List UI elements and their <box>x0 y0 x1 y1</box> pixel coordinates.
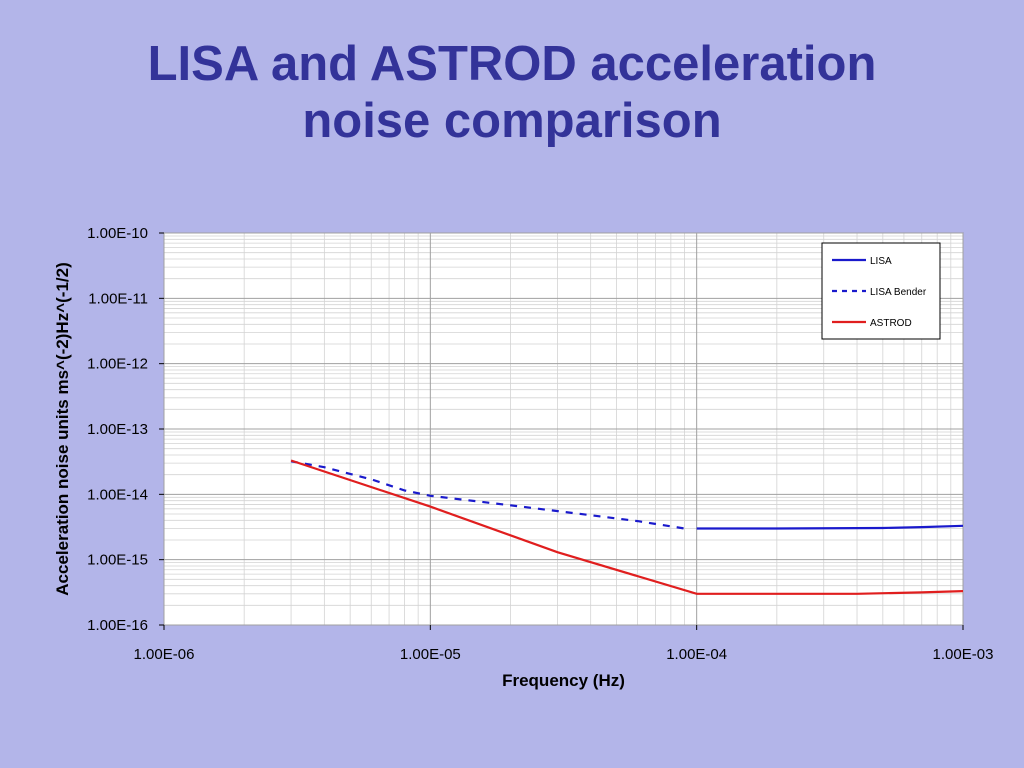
y-tick-label: 1.00E-15 <box>87 552 148 569</box>
slide-title: LISA and ASTROD acceleration noise compa… <box>0 36 1024 150</box>
series-lines <box>290 459 964 595</box>
legend-entry-label: LISA Bender <box>870 287 927 298</box>
y-tick-label: 1.00E-10 <box>87 225 148 242</box>
y-tick-label: 1.00E-14 <box>87 486 148 503</box>
legend-entry-label: ASTROD <box>870 318 912 329</box>
series-lisa-bender <box>290 460 685 530</box>
x-axis-label: Frequency (Hz) <box>502 671 625 690</box>
x-tick-label: 1.00E-04 <box>666 646 727 663</box>
y-tick-label: 1.00E-12 <box>87 356 148 373</box>
slide-title-line-1: LISA and ASTROD acceleration <box>147 37 877 91</box>
legend: LISA LISA Bender ASTROD <box>821 242 941 340</box>
legend-entry-label: LISA <box>870 256 892 267</box>
x-tick-label: 1.00E-05 <box>400 646 461 663</box>
x-tick-label: 1.00E-03 <box>933 646 994 663</box>
series-astrod <box>290 459 964 595</box>
slide-title-line-2: noise comparison <box>302 94 722 148</box>
x-tick-label: 1.00E-06 <box>134 646 195 663</box>
y-tick-label: 1.00E-16 <box>87 617 148 634</box>
tick-labels: 1.00E-06 1.00E-05 1.00E-04 1.00E-03 1.00E-16… <box>87 225 993 663</box>
y-axis-label: Acceleration noise units ms^(-2)Hz^(-1/2… <box>53 262 72 595</box>
series-lisa <box>696 524 964 530</box>
y-tick-label: 1.00E-13 <box>87 421 148 438</box>
chart-grid <box>163 232 964 626</box>
y-tick-label: 1.00E-11 <box>88 290 148 307</box>
